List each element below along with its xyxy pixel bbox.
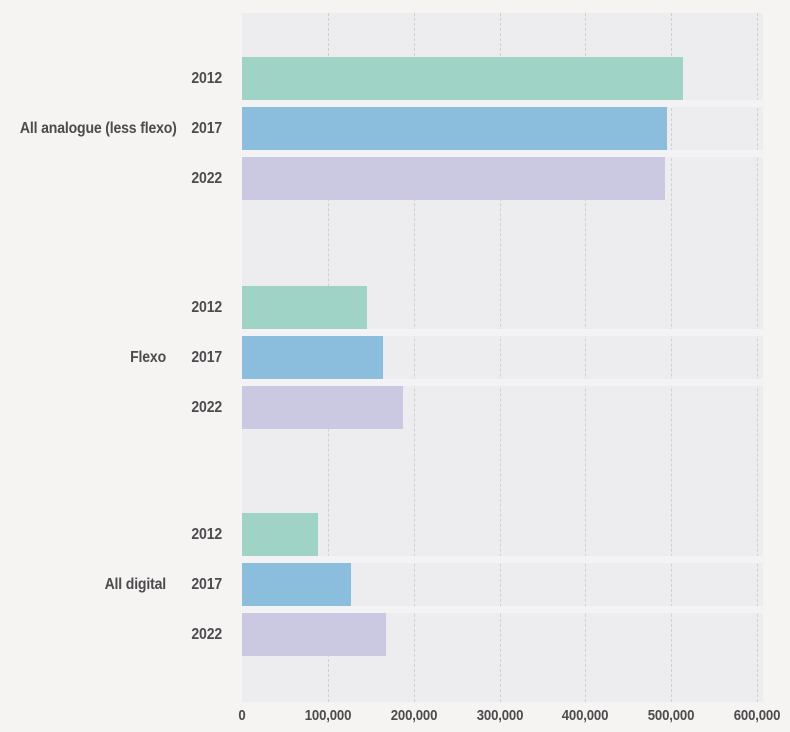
bar-flexo-2012 (242, 286, 368, 329)
x-gridline-600000 (757, 13, 758, 702)
x-tick-label-300000: 300,000 (476, 707, 523, 724)
year-label-2022: 2022 (191, 626, 222, 643)
bar-gap-stripe (242, 329, 763, 336)
x-gridline-500000 (671, 13, 673, 702)
year-label-2012: 2012 (191, 70, 222, 87)
bar-all-digital-2012 (242, 513, 319, 556)
bar-flexo-2017 (242, 336, 383, 379)
x-tick-label-400000: 400,000 (562, 707, 609, 724)
year-label-2012: 2012 (191, 526, 222, 543)
x-gridline-200000 (413, 13, 415, 702)
bar-all-analogue-less-flexo-2012 (242, 57, 684, 100)
bar-gap-stripe (242, 150, 763, 157)
bar-all-digital-2017 (242, 563, 351, 606)
x-tick-label-100000: 100,000 (304, 707, 352, 724)
category-label-all-analogue-less-flexo: All analogue (less flexo) (19, 120, 177, 137)
bar-gap-stripe (242, 556, 763, 563)
bar-gap-stripe (242, 379, 763, 386)
year-label-2022: 2022 (191, 399, 222, 416)
year-label-2017: 2017 (191, 120, 222, 137)
bar-all-analogue-less-flexo-2022 (242, 157, 666, 200)
x-gridline-300000 (499, 13, 501, 702)
bar-gap-stripe (242, 606, 763, 613)
bar-all-analogue-less-flexo-2017 (242, 107, 667, 150)
year-label-2017: 2017 (191, 576, 222, 593)
x-tick-label-500000: 500,000 (647, 707, 695, 724)
x-tick-label-0: 0 (238, 707, 246, 724)
category-label-all-digital: All digital (104, 576, 167, 593)
x-tick-label-200000: 200,000 (390, 707, 437, 724)
x-gridline-400000 (585, 13, 587, 702)
bar-flexo-2022 (242, 386, 404, 429)
year-label-2022: 2022 (191, 170, 222, 187)
bar-all-digital-2022 (242, 613, 387, 656)
plot-area (242, 13, 763, 702)
x-tick-label-600000: 600,000 (733, 707, 781, 724)
year-label-2017: 2017 (191, 349, 222, 366)
bar-gap-stripe (242, 100, 763, 107)
category-label-flexo: Flexo (130, 349, 166, 366)
year-label-2012: 2012 (191, 299, 222, 316)
